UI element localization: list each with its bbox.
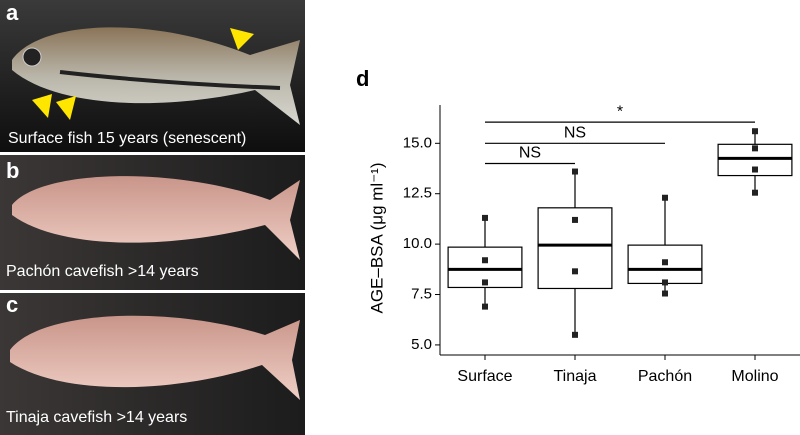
- arrow: [56, 96, 76, 120]
- point: [572, 331, 578, 338]
- point: [752, 128, 758, 135]
- panel-letter: c: [6, 292, 18, 317]
- fish: [12, 27, 300, 125]
- significance-label: *: [617, 103, 623, 120]
- significance-label: NS: [564, 125, 586, 142]
- point: [482, 214, 488, 221]
- point: [752, 145, 758, 152]
- caption: Tinaja cavefish >14 years: [6, 409, 187, 426]
- fish: [10, 315, 300, 400]
- y-tick-label: 15.0: [403, 134, 432, 151]
- y-axis-label: AGE–BSA (μg ml⁻¹): [367, 162, 386, 313]
- point: [482, 279, 488, 286]
- arrow: [32, 94, 52, 118]
- x-tick-label: Surface: [457, 368, 512, 385]
- point: [662, 290, 668, 297]
- panel-letter: a: [6, 0, 19, 25]
- y-tick-label: 12.5: [403, 185, 432, 202]
- y-tick-label: 7.5: [411, 285, 432, 302]
- y-tick-label: 10.0: [403, 235, 432, 252]
- fish: [12, 176, 300, 260]
- arrow: [230, 28, 254, 50]
- x-tick-label: Molino: [731, 368, 778, 385]
- x-tick-label: Pachón: [638, 368, 692, 385]
- point: [662, 259, 668, 266]
- panel-letter: d: [356, 66, 369, 91]
- point: [572, 168, 578, 175]
- fish-stripe: [59, 70, 281, 90]
- fish-eye: [22, 47, 42, 67]
- panel-letter: b: [6, 158, 19, 183]
- x-tick-label: Tinaja: [554, 368, 597, 385]
- point: [482, 303, 488, 310]
- caption: Surface fish 15 years (senescent): [8, 130, 246, 147]
- point: [752, 166, 758, 173]
- point: [572, 268, 578, 275]
- point: [662, 194, 668, 201]
- point: [752, 189, 758, 196]
- point: [572, 216, 578, 223]
- significance-label: NS: [519, 145, 541, 162]
- y-tick-label: 5.0: [411, 336, 432, 353]
- caption: Pachón cavefish >14 years: [6, 263, 199, 280]
- point: [482, 257, 488, 264]
- point: [662, 279, 668, 286]
